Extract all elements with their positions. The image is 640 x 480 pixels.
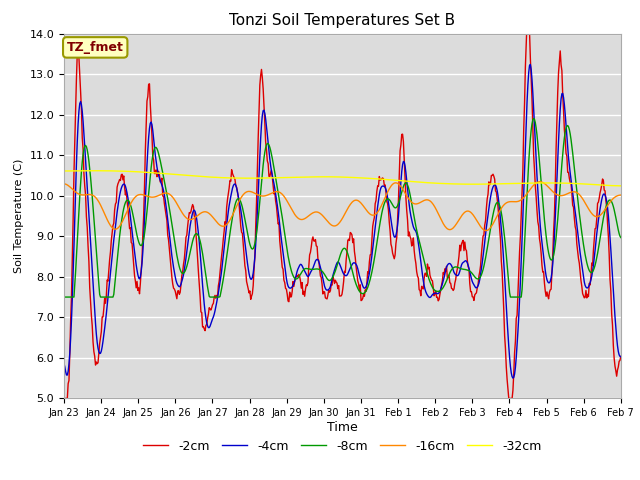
-32cm: [60, 168, 68, 174]
Title: Tonzi Soil Temperatures Set B: Tonzi Soil Temperatures Set B: [229, 13, 456, 28]
Legend: -2cm, -4cm, -8cm, -16cm, -32cm: -2cm, -4cm, -8cm, -16cm, -32cm: [138, 435, 547, 458]
-4cm: [527, 61, 534, 67]
-16cm: [76, 192, 84, 197]
-8cm: [150, 146, 158, 152]
-2cm: [60, 396, 68, 401]
-2cm: [150, 170, 158, 176]
-4cm: [509, 375, 516, 381]
Line: -8cm: -8cm: [64, 119, 621, 297]
-16cm: [536, 179, 543, 185]
-2cm: [76, 71, 84, 77]
-4cm: [566, 170, 574, 176]
-8cm: [242, 221, 250, 227]
Y-axis label: Soil Temperature (C): Soil Temperature (C): [14, 159, 24, 273]
-16cm: [566, 190, 574, 195]
-4cm: [60, 360, 68, 366]
-16cm: [617, 192, 625, 198]
-16cm: [150, 194, 158, 200]
-8cm: [60, 294, 68, 300]
-2cm: [566, 176, 573, 181]
-32cm: [152, 170, 159, 176]
-32cm: [209, 174, 217, 180]
-32cm: [566, 180, 573, 186]
-16cm: [530, 182, 538, 188]
-16cm: [209, 214, 216, 220]
-32cm: [76, 168, 84, 174]
Line: -4cm: -4cm: [64, 64, 621, 378]
-32cm: [92, 168, 99, 174]
-16cm: [242, 190, 250, 195]
Text: TZ_fmet: TZ_fmet: [67, 41, 124, 54]
-2cm: [524, 13, 532, 19]
-8cm: [529, 117, 537, 123]
Line: -32cm: -32cm: [64, 171, 621, 186]
Line: -16cm: -16cm: [64, 182, 621, 230]
-4cm: [209, 316, 216, 322]
Line: -2cm: -2cm: [64, 16, 621, 398]
-32cm: [617, 183, 625, 189]
-16cm: [60, 181, 68, 187]
-4cm: [531, 122, 538, 128]
-2cm: [617, 353, 625, 359]
-2cm: [209, 302, 216, 308]
-8cm: [617, 235, 625, 240]
-4cm: [150, 144, 158, 150]
-16cm: [483, 228, 490, 233]
-8cm: [209, 294, 216, 300]
-2cm: [242, 268, 250, 274]
X-axis label: Time: Time: [327, 421, 358, 434]
-4cm: [617, 354, 625, 360]
-32cm: [530, 180, 538, 186]
-8cm: [530, 116, 538, 121]
-8cm: [566, 127, 573, 132]
-32cm: [243, 175, 250, 181]
-4cm: [242, 247, 250, 252]
-4cm: [76, 101, 84, 107]
-8cm: [76, 193, 84, 199]
-2cm: [530, 153, 538, 159]
